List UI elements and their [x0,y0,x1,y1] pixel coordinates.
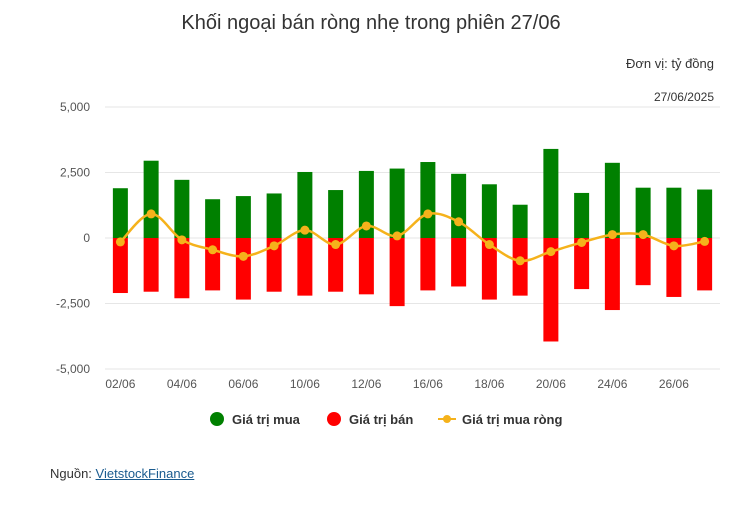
source-line: Nguồn: VietstockFinance [50,466,194,481]
sell-bar [266,238,282,292]
sell-bar [635,238,651,286]
buy-bar [328,190,344,238]
legend-item-buy[interactable]: Giá trị mua [210,412,301,427]
unit-label: Đơn vị: tỷ đồng [625,56,714,71]
buy-bar [666,187,682,238]
net-point [607,230,617,240]
legend-item-sell[interactable]: Giá trị bán [327,412,413,427]
net-point [546,247,556,257]
buy-bar [574,192,590,238]
net-point [700,236,710,246]
legend-sell-marker [327,412,341,426]
buy-bar [235,196,251,238]
sell-bar [574,238,590,290]
buy-bar [635,187,651,238]
source-prefix: Nguồn: [50,466,96,481]
x-tick-label: 12/06 [351,377,381,391]
buy-bar [420,162,436,238]
legend-buy-marker [210,412,224,426]
buy-bar [297,171,313,238]
buy-bar [205,199,221,238]
sell-bar [666,238,682,297]
buy-bars-series [112,148,713,238]
x-tick-label: 26/06 [659,377,689,391]
x-tick-label: 06/06 [228,377,258,391]
net-point [577,237,587,247]
buy-bar [512,204,528,238]
net-point [300,225,310,235]
x-tick-label: 10/06 [290,377,320,391]
net-point [669,241,679,251]
buy-bar [266,193,282,238]
legend: Giá trị mua Giá trị bán Giá trị mua ròng [210,412,562,427]
sell-bar [420,238,436,291]
sell-bar [697,238,713,291]
sell-bar [112,238,128,294]
buy-bar [604,162,620,238]
buy-bar [451,173,467,238]
y-tick-label: 5,000 [60,100,90,114]
y-axis-tick-labels: 5,000 2,500 0 -2,500 -5,000 [56,100,90,376]
buy-bar [697,189,713,238]
source-link[interactable]: VietstockFinance [95,466,195,481]
x-tick-label: 20/06 [536,377,566,391]
y-tick-label: 0 [83,231,90,245]
buy-bar [112,188,128,238]
sell-bar [512,238,528,296]
x-tick-label: 16/06 [413,377,443,391]
net-point [238,251,248,261]
chart-title: Khối ngoại bán ròng nhẹ trong phiên 27/0… [181,12,561,34]
buy-bar [481,184,497,238]
buy-bar [143,160,159,238]
sell-bar [143,238,159,292]
net-point [269,241,279,251]
y-tick-label: 2,500 [60,166,90,180]
x-axis-tick-labels: 02/06 04/06 06/06 10/06 12/06 16/06 18/06 20/06… [105,377,689,391]
net-point [115,237,125,247]
sell-bar [358,238,374,295]
sell-bar [481,238,497,300]
legend-item-net[interactable]: Giá trị mua ròng [438,412,562,427]
x-tick-label: 04/06 [167,377,197,391]
net-point [454,217,464,227]
buy-bar [389,168,405,238]
legend-sell-label: Giá trị bán [349,412,413,427]
gridlines [105,106,720,370]
net-point [361,221,371,231]
net-point [515,256,525,266]
x-tick-label: 24/06 [597,377,627,391]
net-point [423,209,433,219]
date-label: 27/06/2025 [653,90,714,104]
net-point [392,231,402,241]
net-point [638,230,648,240]
net-point [177,235,187,245]
sell-bar [174,238,190,299]
sell-bar [451,238,467,287]
sell-bar [604,238,620,311]
y-tick-label: -2,500 [56,297,90,311]
buy-bar [543,148,559,238]
sell-bar [297,238,313,296]
net-value-points [115,209,710,266]
net-point [146,209,156,219]
net-point [484,240,494,250]
x-tick-label: 02/06 [105,377,135,391]
chart-plot: 5,000 2,500 0 -2,500 -5,000 02/06 04/06 06/06 1… [56,100,720,427]
sell-bar [543,238,559,342]
legend-net-label: Giá trị mua ròng [462,412,562,427]
y-tick-label: -5,000 [56,362,90,376]
net-point [331,240,341,250]
sell-bar [235,238,251,300]
net-point [208,245,218,255]
sell-bar [328,238,344,292]
sell-bar [389,238,405,307]
legend-net-marker [443,415,451,423]
x-tick-label: 18/06 [474,377,504,391]
buy-bar [358,170,374,238]
legend-buy-label: Giá trị mua [232,412,301,427]
sell-bars-series [112,238,713,342]
buy-bar [174,179,190,238]
